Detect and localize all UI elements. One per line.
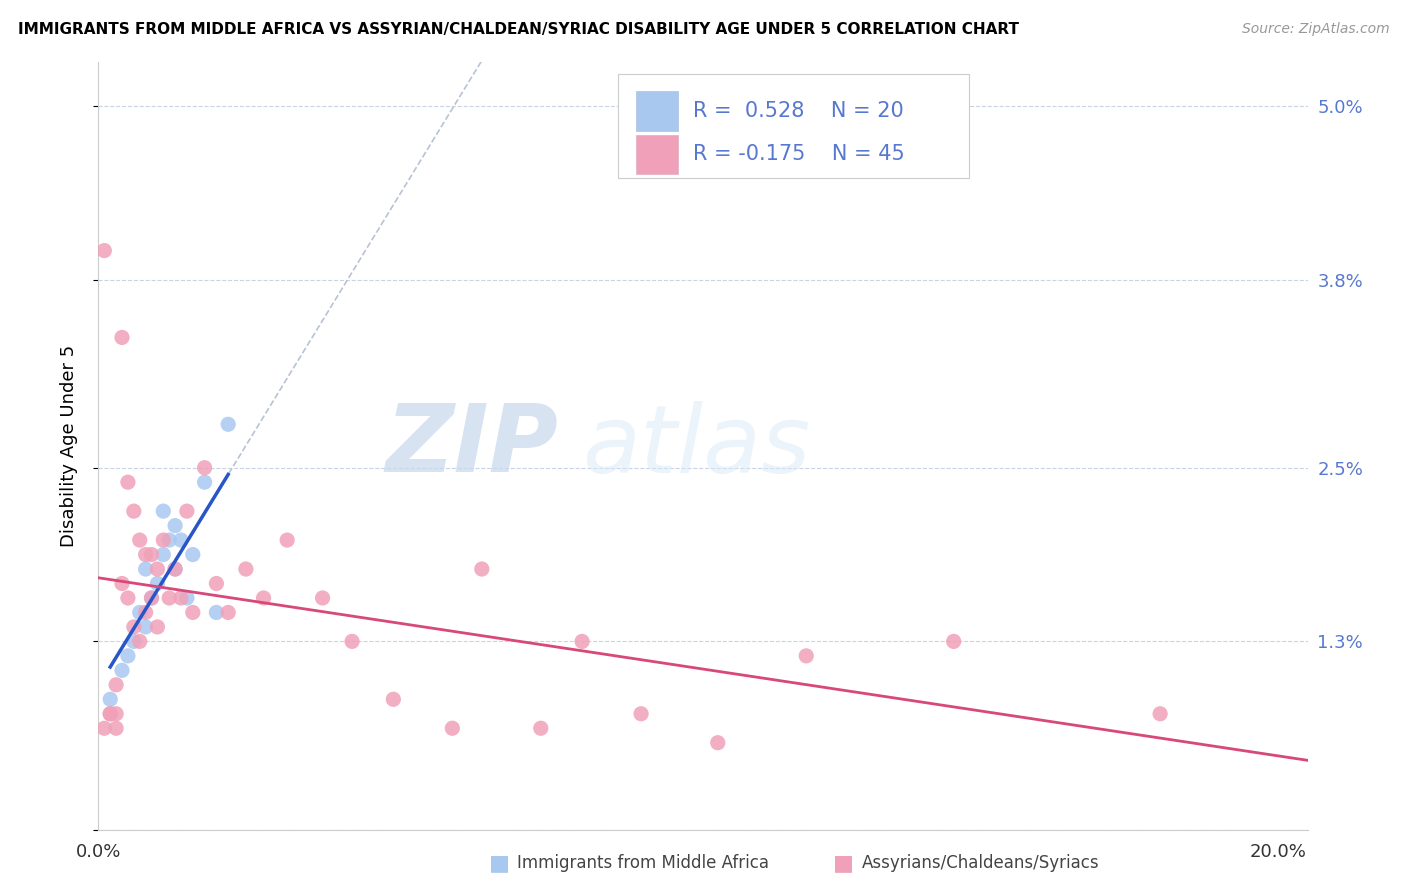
Point (93, 721, 115, 735)
Text: ■: ■ (489, 854, 509, 873)
Point (105, 721, 128, 735)
Text: R =  0.528    N = 20: R = 0.528 N = 20 (693, 102, 904, 121)
FancyBboxPatch shape (619, 74, 969, 178)
Point (1149, 706, 1171, 721)
Point (141, 591, 163, 605)
Y-axis label: Disability Age Under 5: Disability Age Under 5 (59, 345, 77, 547)
Point (194, 460, 217, 475)
Point (181, 606, 204, 620)
Point (217, 417, 239, 432)
Point (276, 533, 298, 547)
Point (146, 620, 169, 634)
Text: Source: ZipAtlas.com: Source: ZipAtlas.com (1241, 22, 1389, 37)
Point (117, 475, 139, 490)
Point (165, 518, 187, 533)
Point (135, 620, 157, 634)
Point (382, 692, 405, 706)
Point (571, 634, 593, 648)
Point (98, 692, 121, 706)
Point (157, 591, 180, 605)
Point (194, 475, 217, 490)
Point (706, 736, 728, 750)
Point (630, 706, 652, 721)
Point (165, 562, 187, 576)
Point (176, 591, 198, 605)
Point (98, 706, 121, 721)
Point (170, 591, 193, 605)
FancyBboxPatch shape (637, 135, 678, 175)
Point (122, 504, 145, 518)
FancyBboxPatch shape (637, 91, 678, 131)
Point (128, 606, 150, 620)
Point (530, 721, 553, 735)
Text: Assyrians/Chaldeans/Syriacs: Assyrians/Chaldeans/Syriacs (862, 855, 1099, 872)
Point (122, 620, 145, 634)
Point (471, 562, 494, 576)
Text: R = -0.175    N = 45: R = -0.175 N = 45 (693, 145, 905, 164)
Point (111, 330, 134, 344)
Point (794, 648, 817, 663)
Point (146, 576, 169, 591)
Point (135, 606, 157, 620)
Text: Immigrants from Middle Africa: Immigrants from Middle Africa (517, 855, 769, 872)
Point (205, 606, 228, 620)
Point (98, 706, 121, 721)
Point (942, 634, 965, 648)
Point (105, 678, 128, 692)
Point (152, 504, 174, 518)
Point (135, 548, 157, 562)
Point (311, 591, 333, 605)
Point (111, 576, 134, 591)
Point (152, 548, 174, 562)
Point (128, 533, 150, 547)
Point (235, 562, 257, 576)
Point (340, 634, 363, 648)
Point (128, 634, 150, 648)
Point (146, 562, 169, 576)
Point (152, 533, 174, 547)
Point (441, 721, 464, 735)
Text: ZIP: ZIP (385, 400, 558, 492)
Point (252, 591, 274, 605)
Point (135, 562, 157, 576)
Point (170, 533, 193, 547)
Point (217, 606, 239, 620)
Point (117, 591, 139, 605)
Text: IMMIGRANTS FROM MIDDLE AFRICA VS ASSYRIAN/CHALDEAN/SYRIAC DISABILITY AGE UNDER 5: IMMIGRANTS FROM MIDDLE AFRICA VS ASSYRIA… (18, 22, 1019, 37)
Point (111, 664, 134, 678)
Point (205, 576, 228, 591)
Point (93, 244, 115, 258)
Point (165, 562, 187, 576)
Point (117, 648, 139, 663)
Point (181, 548, 204, 562)
Point (176, 504, 198, 518)
Point (122, 634, 145, 648)
Text: ■: ■ (834, 854, 853, 873)
Point (157, 533, 180, 547)
Point (141, 548, 163, 562)
Point (105, 706, 128, 721)
Point (141, 591, 163, 605)
Text: atlas: atlas (582, 401, 810, 491)
